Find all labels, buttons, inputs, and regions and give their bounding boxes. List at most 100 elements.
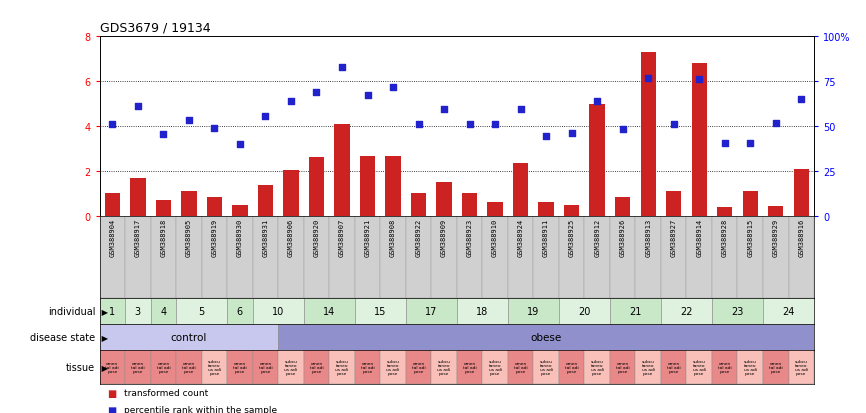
Text: GSM388923: GSM388923 [467, 219, 473, 257]
Point [514, 107, 527, 113]
Text: GSM388927: GSM388927 [670, 219, 676, 257]
Text: omen
tal adi
pose: omen tal adi pose [131, 361, 145, 373]
FancyBboxPatch shape [738, 216, 763, 298]
Bar [436, 183, 452, 216]
Text: omen
tal adi
pose: omen tal adi pose [769, 361, 783, 373]
Bar [360, 157, 375, 216]
Point [411, 121, 425, 128]
FancyBboxPatch shape [227, 216, 253, 298]
FancyBboxPatch shape [304, 351, 329, 384]
Text: individual: individual [48, 306, 95, 316]
Bar [130, 178, 145, 216]
FancyBboxPatch shape [457, 298, 507, 324]
Bar [590, 104, 604, 216]
FancyBboxPatch shape [100, 324, 278, 351]
Bar [742, 192, 758, 216]
Text: control: control [171, 332, 207, 342]
FancyBboxPatch shape [712, 351, 738, 384]
FancyBboxPatch shape [712, 216, 738, 298]
FancyBboxPatch shape [202, 351, 227, 384]
Bar [309, 158, 324, 216]
Text: ■: ■ [108, 405, 120, 413]
FancyBboxPatch shape [559, 298, 610, 324]
Text: 23: 23 [731, 306, 744, 316]
Text: GSM388912: GSM388912 [594, 219, 600, 257]
FancyBboxPatch shape [227, 298, 253, 324]
Bar [181, 192, 197, 216]
FancyBboxPatch shape [507, 216, 533, 298]
FancyBboxPatch shape [380, 216, 406, 298]
FancyBboxPatch shape [253, 351, 278, 384]
Text: GDS3679 / 19134: GDS3679 / 19134 [100, 21, 210, 35]
Text: subcu
taneo
us adi
pose: subcu taneo us adi pose [208, 359, 221, 375]
Text: GSM388930: GSM388930 [237, 219, 243, 257]
Point [641, 75, 655, 82]
Text: omen
tal adi
pose: omen tal adi pose [514, 361, 527, 373]
Text: GSM388931: GSM388931 [262, 219, 268, 257]
FancyBboxPatch shape [457, 351, 482, 384]
FancyBboxPatch shape [355, 351, 380, 384]
FancyBboxPatch shape [687, 351, 712, 384]
FancyBboxPatch shape [304, 216, 329, 298]
FancyBboxPatch shape [380, 351, 406, 384]
FancyBboxPatch shape [585, 351, 610, 384]
Text: omen
tal adi
pose: omen tal adi pose [718, 361, 732, 373]
Bar [717, 207, 733, 216]
FancyBboxPatch shape [253, 298, 304, 324]
FancyBboxPatch shape [406, 298, 457, 324]
FancyBboxPatch shape [661, 351, 687, 384]
Text: 18: 18 [476, 306, 488, 316]
Text: disease state: disease state [30, 332, 95, 342]
FancyBboxPatch shape [661, 298, 712, 324]
Text: 20: 20 [578, 306, 591, 316]
Bar [105, 194, 120, 216]
Text: subcu
taneo
us adi
pose: subcu taneo us adi pose [335, 359, 348, 375]
Text: omen
tal adi
pose: omen tal adi pose [233, 361, 247, 373]
Point [488, 121, 502, 128]
Point [718, 140, 732, 147]
Point [386, 84, 400, 91]
Text: omen
tal adi
pose: omen tal adi pose [182, 361, 196, 373]
Text: GSM388908: GSM388908 [390, 219, 396, 257]
Text: 15: 15 [374, 306, 386, 316]
FancyBboxPatch shape [355, 298, 406, 324]
FancyBboxPatch shape [227, 351, 253, 384]
FancyBboxPatch shape [151, 351, 176, 384]
Text: GSM388926: GSM388926 [620, 219, 625, 257]
FancyBboxPatch shape [176, 216, 202, 298]
Bar [641, 53, 656, 216]
Bar [488, 203, 503, 216]
FancyBboxPatch shape [712, 298, 763, 324]
Point [540, 133, 553, 140]
FancyBboxPatch shape [661, 216, 687, 298]
Bar [793, 169, 809, 216]
Text: omen
tal adi
pose: omen tal adi pose [462, 361, 476, 373]
Bar [462, 194, 477, 216]
Bar [768, 206, 784, 216]
Text: 5: 5 [198, 306, 204, 316]
Point [616, 127, 630, 133]
Point [769, 120, 783, 127]
Text: GSM388905: GSM388905 [186, 219, 192, 257]
FancyBboxPatch shape [125, 351, 151, 384]
Text: GSM388904: GSM388904 [109, 219, 115, 257]
Bar [232, 205, 248, 216]
FancyBboxPatch shape [329, 216, 355, 298]
Text: obese: obese [531, 332, 562, 342]
FancyBboxPatch shape [789, 351, 814, 384]
Point [794, 97, 808, 103]
Text: GSM388909: GSM388909 [441, 219, 447, 257]
Text: GSM388922: GSM388922 [416, 219, 422, 257]
Point [182, 118, 196, 124]
FancyBboxPatch shape [559, 351, 585, 384]
Text: subcu
taneo
us adi
pose: subcu taneo us adi pose [795, 359, 808, 375]
FancyBboxPatch shape [151, 216, 176, 298]
Text: GSM388916: GSM388916 [798, 219, 805, 257]
FancyBboxPatch shape [100, 216, 125, 298]
FancyBboxPatch shape [482, 216, 507, 298]
Bar [207, 197, 222, 216]
Text: omen
tal adi
pose: omen tal adi pose [565, 361, 578, 373]
FancyBboxPatch shape [507, 351, 533, 384]
Text: GSM388914: GSM388914 [696, 219, 702, 257]
FancyBboxPatch shape [687, 216, 712, 298]
